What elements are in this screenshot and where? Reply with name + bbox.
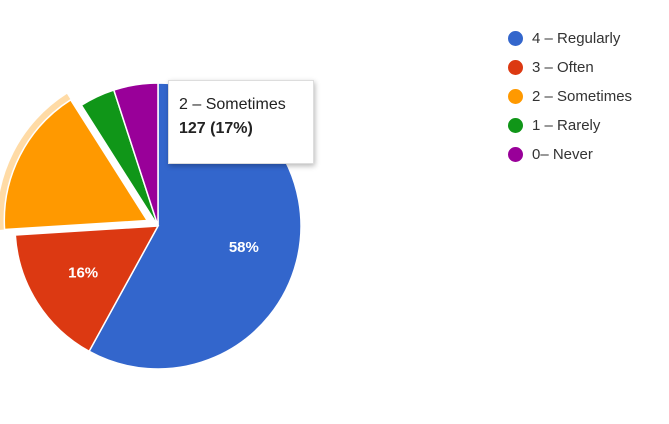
- legend-item-often[interactable]: 3 – Often: [508, 53, 632, 82]
- legend-item-sometimes[interactable]: 2 – Sometimes: [508, 82, 632, 111]
- slice-label-regularly: 58%: [229, 239, 259, 256]
- legend-item-regularly[interactable]: 4 – Regularly: [508, 24, 632, 53]
- pie-slice-labels: 58% 16%: [68, 239, 259, 281]
- legend-label: 1 – Rarely: [532, 117, 601, 134]
- legend-label: 4 – Regularly: [532, 30, 621, 47]
- legend-label: 2 – Sometimes: [532, 88, 633, 105]
- legend-swatch: [508, 147, 523, 162]
- legend-label: 0– Never: [532, 146, 593, 163]
- pie-slice-never[interactable]: [112, 82, 159, 227]
- legend-swatch: [508, 31, 523, 46]
- legend-item-rarely[interactable]: 1 – Rarely: [508, 111, 632, 140]
- tooltip: 2 – Sometimes 127 (17%): [168, 80, 314, 164]
- legend-item-never[interactable]: 0– Never: [508, 140, 632, 169]
- legend-swatch: [508, 118, 523, 133]
- legend-swatch: [508, 60, 523, 75]
- tooltip-value: 127 (17%): [179, 120, 253, 137]
- slice-label-often: 16%: [68, 264, 98, 281]
- legend-label: 3 – Often: [532, 59, 594, 76]
- pie-slice-sometimes[interactable]: [3, 98, 149, 231]
- pie-slice-often[interactable]: [14, 225, 160, 353]
- legend: 4 – Regularly 3 – Often 2 – Sometimes 1 – R…: [508, 24, 632, 169]
- legend-swatch: [508, 89, 523, 104]
- tooltip-label: 2 – Sometimes: [179, 96, 286, 113]
